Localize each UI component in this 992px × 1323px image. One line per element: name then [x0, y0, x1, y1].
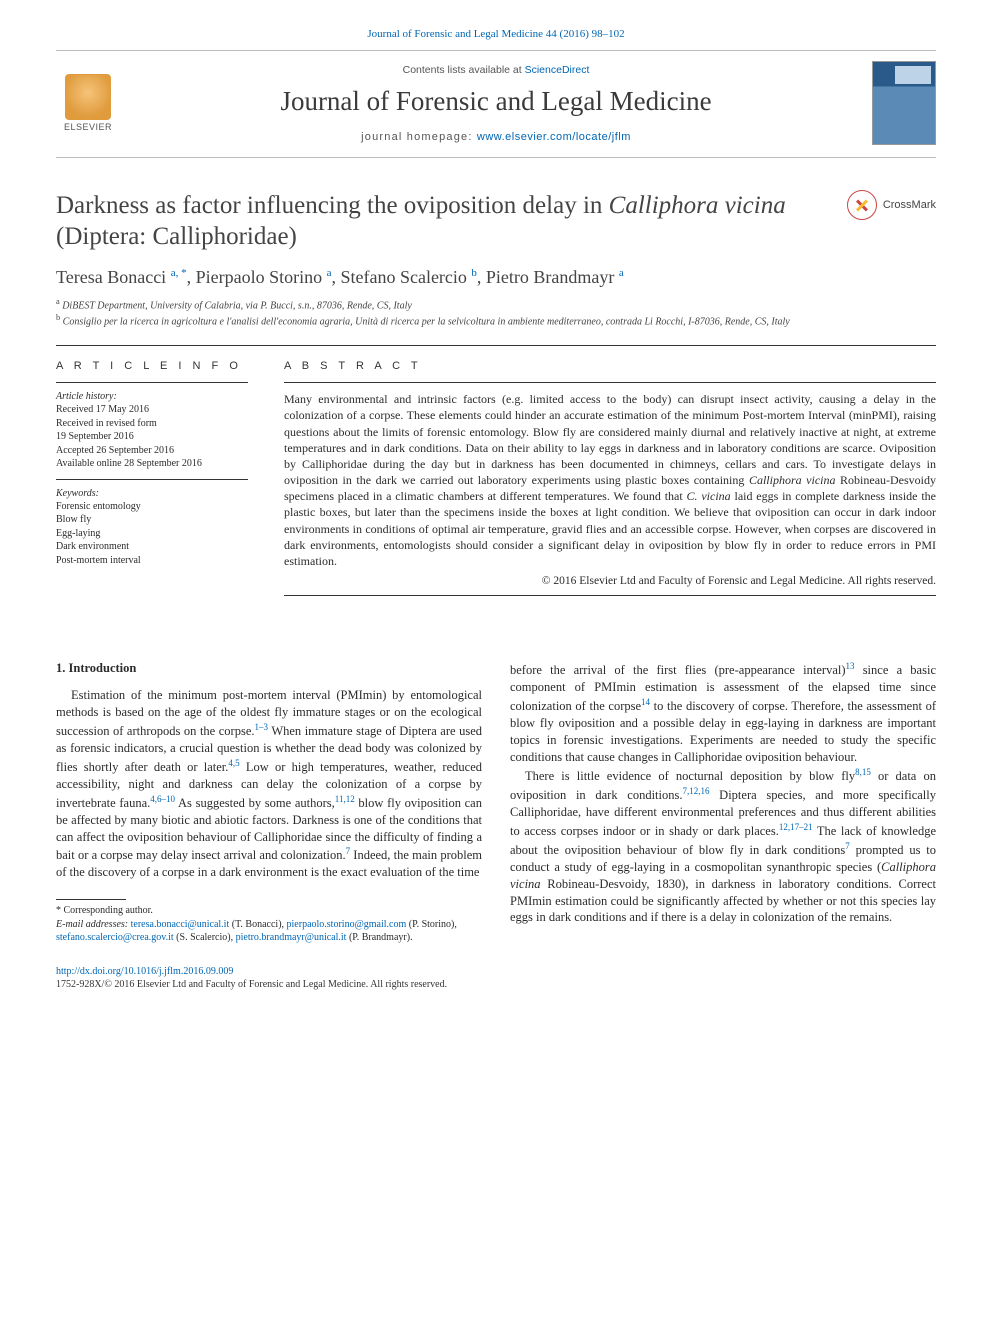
history-item: 19 September 2016	[56, 430, 248, 444]
affiliations: a DiBEST Department, University of Calab…	[56, 296, 936, 330]
email-link[interactable]: pietro.brandmayr@unical.it	[236, 932, 347, 943]
info-divider	[56, 382, 248, 383]
abstract-block: A B S T R A C T Many environmental and i…	[284, 360, 936, 604]
keyword-item: Blow fly	[56, 513, 248, 527]
history-item: Available online 28 September 2016	[56, 457, 248, 471]
article-info-heading: A R T I C L E I N F O	[56, 360, 248, 372]
elsevier-tree-icon	[65, 74, 111, 120]
elsevier-word: ELSEVIER	[64, 122, 112, 132]
doi-link[interactable]: http://dx.doi.org/10.1016/j.jflm.2016.09…	[56, 966, 233, 977]
keyword-item: Forensic entomology	[56, 500, 248, 514]
keyword-item: Post-mortem interval	[56, 554, 248, 568]
keywords-label: Keywords:	[56, 488, 248, 499]
journal-name: Journal of Forensic and Legal Medicine	[136, 86, 856, 117]
history-item: Accepted 26 September 2016	[56, 444, 248, 458]
crossmark-icon	[847, 190, 877, 220]
intro-para-3: There is little evidence of nocturnal de…	[510, 766, 936, 927]
abstract-copyright: © 2016 Elsevier Ltd and Faculty of Foren…	[284, 575, 936, 587]
email-link[interactable]: stefano.scalercio@crea.gov.it	[56, 932, 174, 943]
footnotes: * Corresponding author. E-mail addresses…	[56, 904, 482, 945]
abstract-divider	[284, 382, 936, 383]
elsevier-logo: ELSEVIER	[56, 74, 120, 132]
journal-header: ELSEVIER Contents lists available at Sci…	[56, 50, 936, 158]
email-link[interactable]: teresa.bonacci@unical.it	[131, 919, 230, 930]
info-divider	[56, 479, 248, 480]
keyword-item: Dark environment	[56, 540, 248, 554]
footnote-separator	[56, 899, 126, 900]
contents-available-line: Contents lists available at ScienceDirec…	[136, 64, 856, 76]
journal-cover-thumbnail	[872, 61, 936, 145]
abstract-text: Many environmental and intrinsic factors…	[284, 391, 936, 569]
email-link[interactable]: pierpaolo.storino@gmail.com	[287, 919, 407, 930]
section-heading-intro: 1. Introduction	[56, 660, 482, 677]
article-title: Darkness as factor influencing the ovipo…	[56, 190, 827, 253]
intro-para-1: Estimation of the minimum post-mortem in…	[56, 687, 482, 881]
keyword-item: Egg-laying	[56, 527, 248, 541]
body-columns: 1. Introduction Estimation of the minimu…	[56, 660, 936, 945]
journal-homepage-link[interactable]: www.elsevier.com/locate/jflm	[477, 131, 631, 143]
authors-line: Teresa Bonacci a, *, Pierpaolo Storino a…	[56, 267, 936, 288]
intro-para-2: before the arrival of the first flies (p…	[510, 660, 936, 766]
journal-homepage-line: journal homepage: www.elsevier.com/locat…	[136, 131, 856, 143]
affiliation-a: a DiBEST Department, University of Calab…	[56, 296, 936, 313]
history-item: Received 17 May 2016	[56, 403, 248, 417]
contents-prefix: Contents lists available at	[403, 64, 525, 76]
citation-line: Journal of Forensic and Legal Medicine 4…	[56, 28, 936, 40]
sciencedirect-link[interactable]: ScienceDirect	[525, 64, 590, 76]
article-info-sidebar: A R T I C L E I N F O Article history: R…	[56, 360, 248, 604]
crossmark-label: CrossMark	[883, 199, 936, 211]
divider	[56, 345, 936, 346]
page-footer: http://dx.doi.org/10.1016/j.jflm.2016.09…	[56, 965, 936, 991]
crossmark-badge[interactable]: CrossMark	[847, 190, 936, 220]
issn-copyright: 1752-928X/© 2016 Elsevier Ltd and Facult…	[56, 979, 447, 990]
abstract-heading: A B S T R A C T	[284, 360, 936, 372]
affiliation-b: b Consiglio per la ricerca in agricoltur…	[56, 312, 936, 329]
email-addresses: E-mail addresses: teresa.bonacci@unical.…	[56, 918, 482, 945]
history-item: Received in revised form	[56, 417, 248, 431]
abstract-bottom-divider	[284, 595, 936, 596]
corresponding-author: * Corresponding author.	[56, 904, 482, 918]
history-label: Article history:	[56, 391, 248, 402]
homepage-prefix: journal homepage:	[361, 131, 477, 143]
